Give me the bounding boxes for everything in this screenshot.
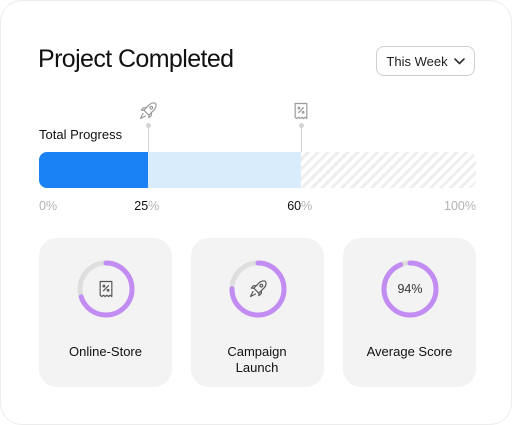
tick-label-0: 0% [39, 199, 58, 213]
total-progress-label: Total Progress [39, 127, 123, 142]
chevron-down-icon [453, 57, 465, 64]
marker-stem [300, 125, 302, 153]
stat-card-campaign-launch[interactable]: Campaign Launch [191, 238, 324, 387]
progress-bar [39, 152, 476, 188]
stat-card-online-store[interactable]: Online-Store [39, 238, 172, 387]
tick-label-100: 100% [444, 199, 476, 213]
stat-label: Online-Store [69, 344, 142, 359]
tick-label-60: 60% [287, 199, 313, 213]
marker-dot [298, 123, 304, 128]
marker-stem [147, 125, 149, 153]
progress-ring [227, 258, 289, 320]
progress-ring: 94% [379, 258, 441, 320]
rocket-icon [138, 101, 158, 121]
average-score-value: 94% [397, 282, 423, 296]
stat-label: Campaign Launch [227, 344, 287, 375]
period-dropdown[interactable]: This Week [376, 46, 475, 76]
stat-label: Average Score [366, 344, 453, 359]
page-title: Project Completed [38, 45, 234, 73]
receipt-percent-icon [99, 280, 113, 298]
period-dropdown-label: This Week [386, 53, 448, 69]
receipt-percent-icon [291, 101, 311, 121]
stat-card-average-score[interactable]: 94% Average Score [343, 238, 476, 387]
rocket-icon [249, 280, 267, 298]
progress-ring [75, 258, 137, 320]
marker-dot [145, 123, 151, 128]
tick-label-25: 25% [134, 199, 160, 213]
progress-bar-completed [39, 152, 149, 188]
